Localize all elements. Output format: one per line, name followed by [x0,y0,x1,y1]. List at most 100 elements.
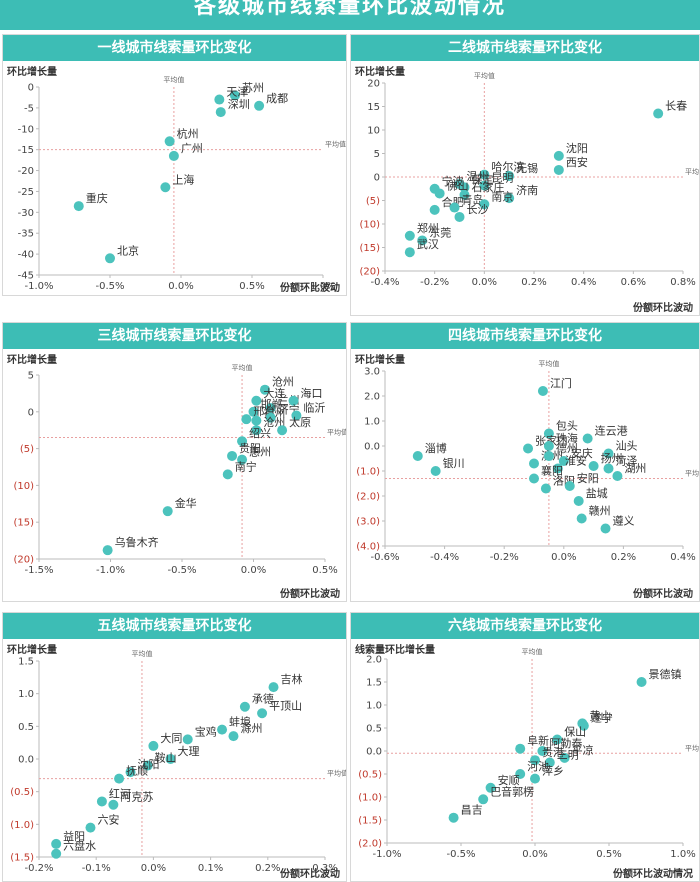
data-point-label: 遵义 [613,514,635,528]
y-tick-label: (1.0) [358,793,382,804]
data-point-label: 大同 [160,731,182,745]
data-point [479,180,490,191]
data-point [459,189,470,200]
data-point-label: 襄阳 [541,464,563,478]
y-tick-label: (20) [13,555,34,566]
data-point-label: 江门 [550,376,572,390]
data-point-label: 滁州 [240,721,262,735]
data-point [449,202,460,213]
y-tick-label: -20 [18,166,34,177]
page-title-banner: 各级城市线索量环比波动情况 [0,0,700,30]
x-tick-label: 0.5% [239,281,264,292]
data-point-label: 景德镇 [649,667,682,681]
y-tick-label: (0.5) [358,770,382,781]
data-point [160,182,171,193]
data-point-label: 沧州 [263,415,285,429]
y-tick-label: (4.0) [356,542,380,553]
y-tick-label: (1.0) [356,467,380,478]
page-title: 各级城市线索量环比波动情况 [193,0,506,19]
average-x-label: 平均值 [232,363,253,372]
data-point [454,211,465,222]
y-tick-label: (5) [20,444,34,455]
data-point-label: 海口 [301,386,323,400]
data-point-label: 汕头 [616,440,638,453]
y-tick-label: 20 [367,79,380,90]
data-point [543,441,554,451]
y-tick-label: 0.5 [366,724,382,735]
y-tick-label: -25 [18,187,34,198]
data-point [214,94,225,105]
data-point [241,414,252,425]
y-tick-label: 0.0 [18,755,34,766]
x-tick-label: 0.5% [596,849,621,860]
data-point-label: 沈阳 [566,141,588,155]
average-y-label: 平均值 [685,743,699,752]
y-tick-label: (1.0) [10,820,34,831]
y-axis-label: 环比增长量 [7,353,57,366]
data-point [504,193,515,204]
data-point [540,483,551,494]
data-point [51,838,62,849]
data-point [544,757,555,768]
x-tick-label: 0.0% [241,565,266,576]
data-point-label: 贵阳 [239,442,261,455]
data-point [277,425,288,436]
x-tick-label: 0.2% [521,277,546,288]
x-axis-label: 份额环比波动 [280,587,340,600]
data-point-label: 萍乡 [542,765,564,778]
x-tick-label: 0.0% [551,552,576,563]
data-point [588,461,599,471]
x-tick-label: -0.5% [446,849,475,860]
data-point [227,450,238,461]
y-tick-label: (0.5) [10,787,34,798]
data-point [215,107,226,118]
data-point-label: 扬州 [601,451,623,465]
data-point [553,164,564,175]
y-tick-label: 1.0 [366,701,382,712]
data-point-label: 银川 [443,456,465,470]
data-point-label: 天津 [226,86,248,99]
y-tick-label: 0 [28,407,34,418]
data-point-label: 宁波 [442,174,464,188]
data-point-label: 济南 [516,183,538,197]
data-point-label: 邯郸 [261,397,283,411]
y-tick-label: 0.0 [366,747,382,758]
data-point [404,230,415,241]
data-point-label: 阿勒泰 [549,736,582,750]
x-tick-label: 0.0% [472,277,497,288]
data-point-label: 保山 [564,725,586,739]
chart-panel-tier4: 四线城市线索量环比变化 环比增长量 3.0 2.0 1.0 0.0 (1.0) (2.0) (… [350,322,700,602]
data-point-label: 沧州 [272,375,294,389]
x-tick-label: 0.0% [168,281,193,292]
data-point-label: 淄博 [425,442,447,455]
data-point [582,433,593,444]
data-point-label: 平顶山 [269,699,302,712]
data-point-label: 长春 [665,100,687,113]
data-point-label: 湖州 [624,462,646,475]
y-axis-label: 环比增长量 [7,65,57,78]
data-point [162,506,173,517]
data-point-label: 黄山 [589,708,611,722]
data-point-label: 北京 [117,243,139,257]
average-x-label: 平均值 [538,359,559,368]
data-point-label: 南京 [491,189,513,203]
data-point [448,812,459,823]
y-tick-label: -45 [18,271,34,282]
data-point-label: 鞍山 [155,751,177,765]
x-tick-label: 0.5% [312,565,337,576]
data-point [73,201,84,212]
data-point [552,734,563,745]
y-tick-label: 1.5 [366,678,382,689]
data-point [265,412,276,423]
average-y-label: 平均值 [685,167,699,176]
data-point [265,403,276,414]
data-point [543,451,554,461]
y-tick-label: 5 [28,371,34,382]
data-point [564,481,575,491]
x-tick-label: 0.4% [571,277,596,288]
data-point [228,731,239,742]
data-point-label: 哈尔滨 [491,160,524,174]
data-point [603,463,614,474]
